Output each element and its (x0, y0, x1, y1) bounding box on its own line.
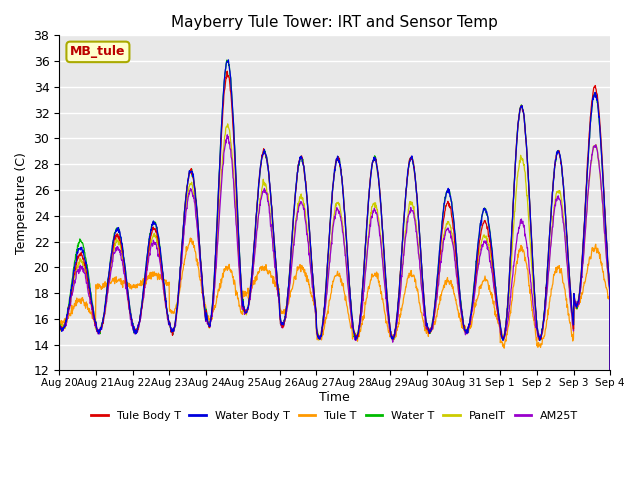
Water Body T (541, 298, 549, 304)
AM25T (223, 132, 231, 138)
PanelT (493, 301, 500, 307)
Tule Body T (164, 316, 172, 322)
AM25T (240, 306, 248, 312)
Water Body T (420, 303, 428, 309)
Tule Body T (240, 308, 248, 314)
PanelT (164, 316, 172, 322)
Tule T (178, 276, 186, 282)
Tule Body T (420, 303, 428, 309)
PanelT (224, 121, 232, 127)
AM25T (493, 304, 500, 310)
Legend: Tule Body T, Water Body T, Tule T, Water T, PanelT, AM25T: Tule Body T, Water Body T, Tule T, Water… (86, 406, 583, 425)
PanelT (178, 255, 186, 261)
Water T (55, 321, 63, 327)
Water T (541, 297, 549, 303)
Tule T (420, 324, 428, 329)
Tule Body T (223, 68, 231, 74)
Water Body T (225, 57, 232, 63)
Line: PanelT: PanelT (59, 124, 611, 480)
Tule T (240, 289, 248, 295)
Line: AM25T: AM25T (59, 135, 611, 480)
Water Body T (178, 246, 186, 252)
Water T (493, 293, 500, 299)
Tule Body T (178, 245, 186, 251)
PanelT (420, 307, 428, 313)
Line: Tule Body T: Tule Body T (59, 71, 611, 480)
Tule T (164, 282, 172, 288)
Water T (178, 247, 186, 253)
AM25T (420, 311, 428, 316)
Line: Water Body T: Water Body T (59, 60, 611, 480)
Line: Water T: Water T (59, 60, 611, 480)
Water Body T (164, 316, 172, 322)
PanelT (240, 307, 248, 313)
Water T (420, 303, 428, 309)
Tule T (541, 328, 549, 334)
Line: Tule T: Tule T (59, 238, 611, 480)
Title: Mayberry Tule Tower: IRT and Sensor Temp: Mayberry Tule Tower: IRT and Sensor Temp (172, 15, 498, 30)
Water Body T (493, 293, 500, 299)
Water T (240, 307, 248, 313)
Tule Body T (55, 325, 63, 331)
Tule T (55, 314, 63, 320)
Y-axis label: Temperature (C): Temperature (C) (15, 152, 28, 254)
PanelT (541, 305, 549, 311)
AM25T (55, 323, 63, 328)
Tule T (187, 235, 195, 241)
Water Body T (240, 304, 248, 310)
AM25T (541, 307, 549, 313)
Text: MB_tule: MB_tule (70, 46, 125, 59)
Water Body T (55, 319, 63, 324)
Water T (164, 318, 172, 324)
Tule T (493, 312, 500, 317)
X-axis label: Time: Time (319, 391, 350, 404)
AM25T (164, 319, 172, 325)
Tule Body T (541, 300, 549, 306)
Water T (223, 57, 231, 63)
Tule Body T (493, 297, 500, 302)
PanelT (55, 321, 63, 326)
AM25T (178, 261, 186, 266)
